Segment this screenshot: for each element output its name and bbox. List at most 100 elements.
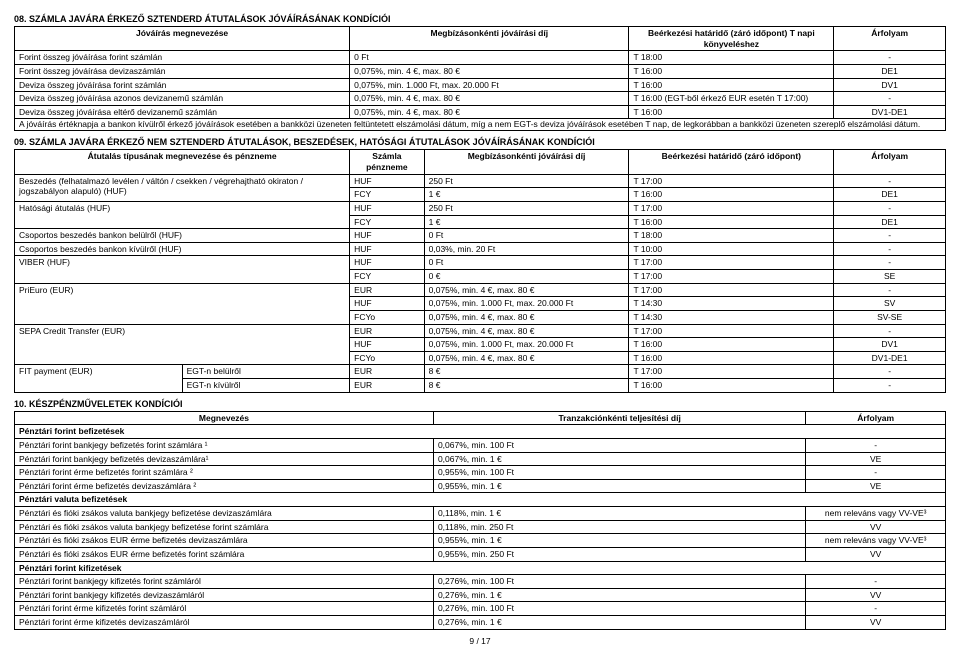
section-08-title: 08. SZÁMLA JAVÁRA ÉRKEZŐ SZTENDERD ÁTUTA… — [14, 14, 946, 24]
cell: Pénztári és fióki zsákos EUR érme befize… — [15, 534, 434, 548]
cell: - — [806, 438, 946, 452]
table-08: Jóváírás megnevezése Megbízásonkénti jóv… — [14, 26, 946, 119]
th-rate: Árfolyam — [806, 411, 946, 425]
th-curr: Számla pénzneme — [350, 150, 424, 174]
cell: T 16:00 — [629, 379, 834, 393]
cell: 0,075%, min. 4 €, max. 80 € — [350, 105, 629, 119]
cell: - — [834, 379, 946, 393]
cell: 0,075%, min. 1.000 Ft, max. 20.000 Ft — [350, 78, 629, 92]
cell: T 17:00 — [629, 201, 834, 215]
table-row: Beszedés (felhatalmazó levélen / váltón … — [15, 174, 946, 188]
cell: EUR — [350, 379, 424, 393]
cell: T 17:00 — [629, 256, 834, 270]
cell: FCY — [350, 270, 424, 284]
cell: - — [806, 575, 946, 589]
cell: FCY — [350, 215, 424, 229]
table-row: Pénztári forint bankjegy befizetés deviz… — [15, 452, 946, 466]
group-heading-row: Pénztári forint kifizetések — [15, 561, 946, 575]
table-row: FIT payment (EUR)EGT-n belülrőlEUR8 €T 1… — [15, 365, 946, 379]
cell: Pénztári és fióki zsákos valuta bankjegy… — [15, 507, 434, 521]
cell: Forint összeg jóváírása devizaszámlán — [15, 64, 350, 78]
th-deadline: Beérkezési határidő (záró időpont) — [629, 150, 834, 174]
cell: DV1 — [834, 338, 946, 352]
cell: 0,955%, min. 100 Ft — [433, 466, 805, 480]
table-row: Pénztári forint érme kifizetés forint sz… — [15, 602, 946, 616]
cell: DV1 — [834, 78, 946, 92]
section-10-title: 10. KÉSZPÉNZMŰVELETEK KONDÍCIÓI — [14, 399, 946, 409]
cell: - — [834, 92, 946, 106]
table-row: Csoportos beszedés bankon belülről (HUF)… — [15, 229, 946, 243]
group-heading-row: Pénztári valuta befizetések — [15, 493, 946, 507]
cell: 0,955%, min. 1 € — [433, 534, 805, 548]
cell: SEPA Credit Transfer (EUR) — [15, 324, 350, 365]
cell: Pénztári forint érme kifizetés devizaszá… — [15, 616, 434, 630]
cell: DE1 — [834, 215, 946, 229]
cell: T 17:00 — [629, 283, 834, 297]
cell: 0,067%, min. 1 € — [433, 452, 805, 466]
cell: 0 € — [424, 270, 629, 284]
cell: - — [834, 324, 946, 338]
table-row: VIBER (HUF)HUF0 FtT 17:00- — [15, 256, 946, 270]
section-09-title: 09. SZÁMLA JAVÁRA ÉRKEZŐ NEM SZTENDERD Á… — [14, 137, 946, 147]
cell: T 14:30 — [629, 310, 834, 324]
cell: 8 € — [424, 379, 629, 393]
cell: 0 Ft — [424, 256, 629, 270]
table-row: Pénztári és fióki zsákos valuta bankjegy… — [15, 520, 946, 534]
cell: Csoportos beszedés bankon belülről (HUF) — [15, 229, 350, 243]
cell: - — [834, 51, 946, 65]
table-row: Pénztári és fióki zsákos EUR érme befize… — [15, 547, 946, 561]
cell: - — [834, 242, 946, 256]
cell: HUF — [350, 338, 424, 352]
cell: T 16:00 — [629, 188, 834, 202]
cell: VV — [806, 520, 946, 534]
cell: T 16:00 — [629, 64, 834, 78]
cell: HUF — [350, 201, 424, 215]
cell: T 16:00 — [629, 78, 834, 92]
th-rate: Árfolyam — [834, 150, 946, 174]
th-deadline: Beérkezési határidő (záró időpont) T nap… — [629, 27, 834, 51]
cell: Deviza összeg jóváírása azonos devizanem… — [15, 92, 350, 106]
cell: T 18:00 — [629, 229, 834, 243]
cell: HUF — [350, 297, 424, 311]
cell: 0,075%, min. 1.000 Ft, max. 20.000 Ft — [424, 338, 629, 352]
cell: Csoportos beszedés bankon kívülről (HUF) — [15, 242, 350, 256]
cell: Pénztári valuta befizetések — [15, 493, 946, 507]
table-row: SEPA Credit Transfer (EUR)EUR0,075%, min… — [15, 324, 946, 338]
cell: 0,276%, min. 1 € — [433, 588, 805, 602]
cell: Pénztári és fióki zsákos EUR érme befize… — [15, 547, 434, 561]
table-10: Megnevezés Tranzakciónkénti teljesítési … — [14, 411, 946, 630]
cell: 0,075%, min. 4 €, max. 80 € — [350, 92, 629, 106]
cell: 0,075%, min. 4 €, max. 80 € — [424, 283, 629, 297]
cell: DE1 — [834, 188, 946, 202]
cell: 8 € — [424, 365, 629, 379]
cell: T 18:00 — [629, 51, 834, 65]
cell: 0 Ft — [424, 229, 629, 243]
cell: SV — [834, 297, 946, 311]
cell: 0,067%, min. 100 Ft — [433, 438, 805, 452]
cell: Pénztári forint érme kifizetés forint sz… — [15, 602, 434, 616]
cell: VE — [806, 479, 946, 493]
cell: Deviza összeg jóváírása forint számlán — [15, 78, 350, 92]
cell: 0,276%, min. 1 € — [433, 616, 805, 630]
cell: 1 € — [424, 188, 629, 202]
cell: 0 Ft — [350, 51, 629, 65]
cell: 0,075%, min. 4 €, max. 80 € — [350, 64, 629, 78]
cell: T 17:00 — [629, 324, 834, 338]
table-row: Pénztári és fióki zsákos valuta bankjegy… — [15, 507, 946, 521]
cell: - — [806, 466, 946, 480]
cell: 0,03%, min. 20 Ft — [424, 242, 629, 256]
cell: DV1-DE1 — [834, 105, 946, 119]
cell: - — [834, 365, 946, 379]
cell: Forint összeg jóváírása forint számlán — [15, 51, 350, 65]
subrow-label: EGT-n kívülről — [182, 379, 350, 393]
cell: T 17:00 — [629, 365, 834, 379]
table-row: Hatósági átutalás (HUF)HUF250 FtT 17:00- — [15, 201, 946, 215]
cell: T 17:00 — [629, 270, 834, 284]
th-name: Jóváírás megnevezése — [15, 27, 350, 51]
cell: - — [806, 602, 946, 616]
table-row: PriEuro (EUR)EUR0,075%, min. 4 €, max. 8… — [15, 283, 946, 297]
cell: Deviza összeg jóváírása eltérő devizanem… — [15, 105, 350, 119]
cell: Beszedés (felhatalmazó levélen / váltón … — [15, 174, 350, 201]
cell: Pénztári forint bankjegy befizetés deviz… — [15, 452, 434, 466]
cell: EUR — [350, 365, 424, 379]
